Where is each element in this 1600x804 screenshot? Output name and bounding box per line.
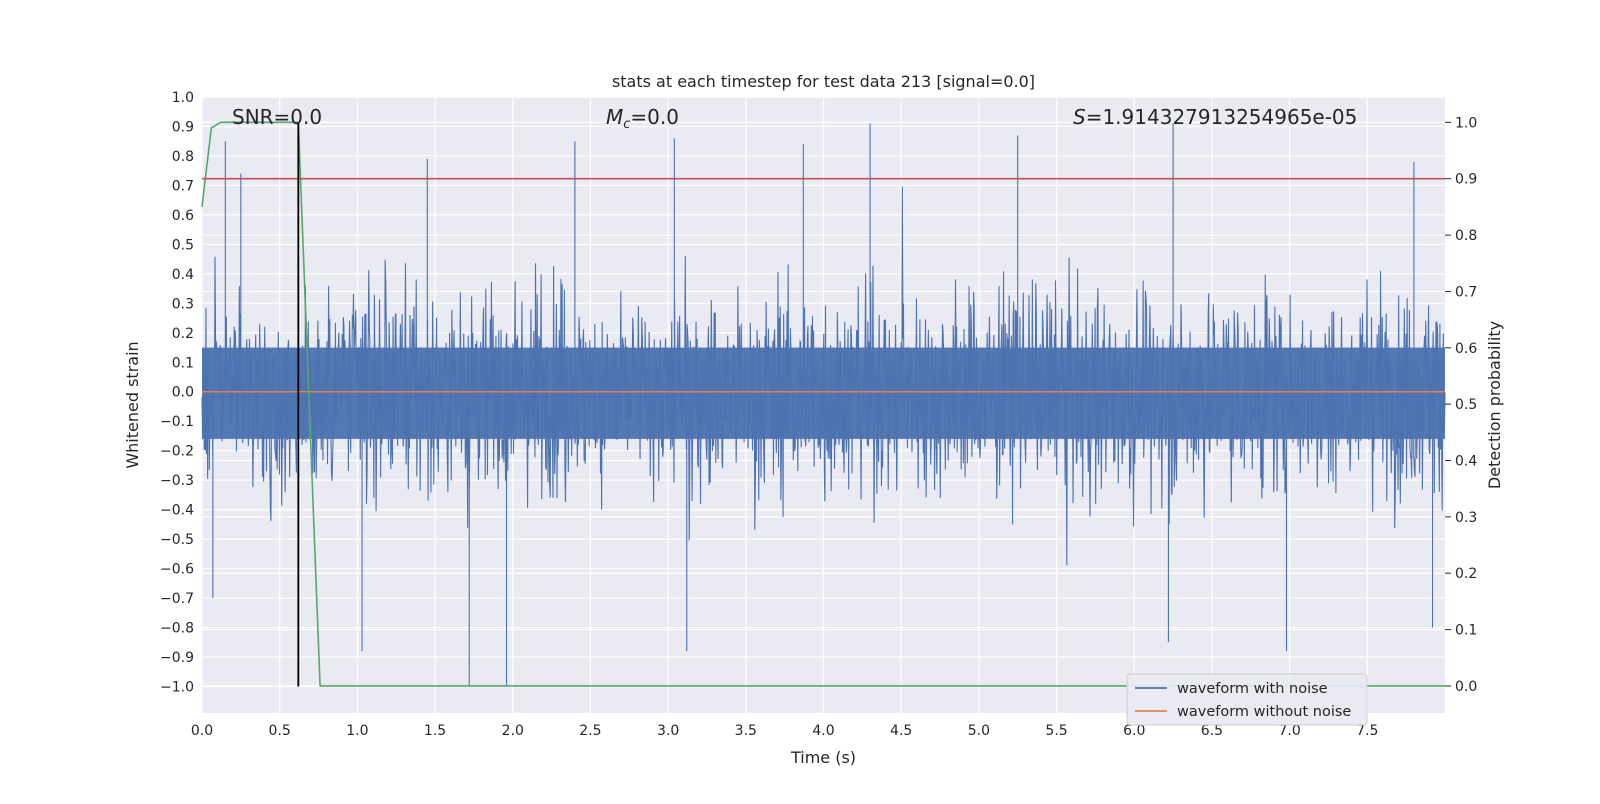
y-right-tick-label: 0.8 [1455, 228, 1477, 244]
x-tick-label: 6.0 [1123, 723, 1145, 739]
y-right-tick-label: 0.1 [1455, 623, 1477, 639]
waveform-with-noise-core [202, 347, 1445, 439]
y-axis-right-label: Detection probability [1485, 321, 1504, 489]
annotation-mc-subscript: c [623, 117, 630, 132]
y-left-tick-label: −0.5 [160, 532, 194, 548]
y-left-tick-label: 0.7 [172, 178, 194, 194]
legend-box [1126, 673, 1368, 726]
y-left-tick-label: −0.2 [160, 444, 194, 460]
x-tick-label: 7.5 [1356, 723, 1378, 739]
x-tick-label: 3.5 [735, 723, 757, 739]
x-tick-label: 4.0 [812, 723, 834, 739]
annotation-mc-symbol: M [606, 105, 623, 129]
y-left-tick-label: 0.1 [172, 355, 194, 371]
y-right-tick-label: 0.6 [1455, 341, 1477, 357]
y-right-tick-label: 1.0 [1455, 115, 1477, 131]
x-tick-label: 3.0 [657, 723, 679, 739]
x-tick-label: 6.5 [1201, 723, 1223, 739]
y-left-tick-label: −1.0 [160, 679, 194, 695]
y-left-tick-label: −0.4 [160, 503, 194, 519]
annotation-s-value: =1.914327913254965e-05 [1086, 105, 1358, 129]
x-axis-label: Time (s) [790, 748, 856, 767]
y-left-tick-label: −0.7 [160, 591, 194, 607]
y-right-tick-label: 0.7 [1455, 284, 1477, 300]
y-right-tick-label: 0.9 [1455, 172, 1477, 188]
y-left-tick-label: −0.8 [160, 621, 194, 637]
y-left-tick-label: −0.6 [160, 562, 194, 578]
x-tick-label: 2.0 [502, 723, 524, 739]
x-tick-label: 7.0 [1278, 723, 1300, 739]
y-right-tick-label: 0.0 [1455, 679, 1477, 695]
legend-label-waveform-without-noise: waveform without noise [1177, 704, 1351, 720]
x-tick-label: 1.0 [346, 723, 368, 739]
legend: waveform with noise waveform without noi… [1126, 673, 1368, 726]
y-right-tick-label: 0.2 [1455, 566, 1477, 582]
x-tick-label: 5.5 [1045, 723, 1067, 739]
annotation-s: S=1.914327913254965e-05 [1073, 105, 1357, 129]
y-left-tick-label: 0.8 [172, 149, 194, 165]
y-left-tick-label: 1.0 [172, 90, 194, 106]
y-left-tick-label: −0.3 [160, 473, 194, 489]
chart-title: stats at each timestep for test data 213… [612, 72, 1035, 91]
y-left-tick-label: 0.6 [172, 208, 194, 224]
y-right-tick-label: 0.4 [1455, 454, 1477, 470]
x-tick-label: 0.5 [269, 723, 291, 739]
y-left-tick-label: 0.2 [172, 326, 194, 342]
x-tick-label: 4.5 [890, 723, 912, 739]
annotation-snr: SNR=0.0 [232, 105, 322, 129]
y-left-tick-label: −0.1 [160, 414, 194, 430]
y-left-tick-label: −0.9 [160, 650, 194, 666]
y-axis-left-label: Whitened strain [123, 341, 142, 468]
legend-label-waveform-with-noise: waveform with noise [1177, 681, 1328, 697]
y-left-tick-label: 0.5 [172, 237, 194, 253]
y-right-tick-label: 0.3 [1455, 510, 1477, 526]
series-waveform-with-noise [201, 123, 1446, 687]
y-left-tick-label: 0.3 [172, 296, 194, 312]
y-left-tick-label: 0.9 [172, 119, 194, 135]
x-tick-label: 1.5 [424, 723, 446, 739]
series-lines [201, 121, 1445, 687]
y-right-tick-label: 0.5 [1455, 397, 1477, 413]
annotation-s-symbol: S [1073, 105, 1086, 129]
y-left-tick-label: 0.4 [172, 267, 194, 283]
y-left-tick-label: 0.0 [172, 385, 194, 401]
series-detection-probability-line [201, 121, 1445, 687]
x-tick-label: 2.5 [579, 723, 601, 739]
annotation-mc-value: =0.0 [630, 105, 679, 129]
x-tick-label: 0.0 [191, 723, 213, 739]
axes: 0.0 0.5 1.0 1.5 2.0 2.5 3.0 3.5 4.0 4.5 5.0 5.5 6.0 6… [160, 90, 1477, 739]
annotation-mc: Mc=0.0 [606, 105, 679, 132]
x-tick-label: 5.0 [968, 723, 990, 739]
